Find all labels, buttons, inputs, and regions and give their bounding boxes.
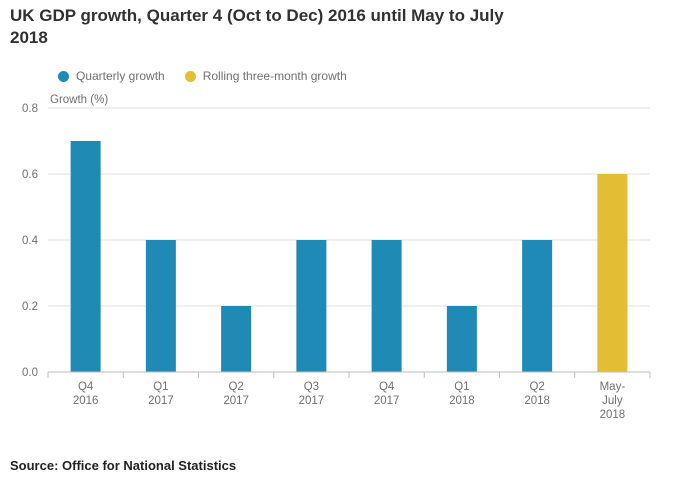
y-tick-label: 0.0 (22, 367, 38, 379)
x-tick-label: Q3 2017 (299, 381, 325, 407)
bar-quarterly (145, 240, 176, 372)
legend: Quarterly growth Rolling three-month gro… (58, 68, 367, 84)
bar-quarterly (446, 306, 477, 372)
legend-label-rolling: Rolling three-month growth (202, 69, 347, 83)
bar-quarterly (296, 240, 327, 372)
legend-swatch-quarterly (58, 70, 69, 82)
source-note: Source: Office for National Statistics (10, 458, 237, 473)
x-tick-label: Q2 2017 (223, 381, 249, 407)
x-tick-label: Q4 2017 (374, 381, 400, 407)
bar-quarterly (221, 306, 252, 372)
legend-item-rolling: Rolling three-month growth (184, 69, 347, 83)
y-axis-title: Growth (%) (50, 94, 108, 106)
x-tick-label: Q1 2017 (148, 381, 174, 407)
chart-title: UK GDP growth, Quarter 4 (Oct to Dec) 20… (10, 6, 504, 47)
x-tick-label: Q1 2018 (449, 381, 475, 407)
legend-swatch-rolling (184, 70, 196, 82)
x-tick-label: May-July 2018 (600, 381, 626, 421)
y-tick-label: 0.4 (22, 235, 39, 247)
legend-item-quarterly: Quarterly growth (58, 69, 165, 83)
bar-rolling (597, 174, 628, 372)
bar-quarterly (70, 141, 101, 372)
y-tick-label: 0.8 (22, 103, 38, 115)
y-tick-label: 0.2 (22, 301, 38, 313)
bar-quarterly (522, 240, 553, 372)
y-tick-label: 0.6 (22, 169, 38, 181)
x-tick-label: Q2 2018 (524, 381, 550, 407)
x-tick-label: Q4 2016 (73, 381, 99, 407)
legend-label-quarterly: Quarterly growth (76, 69, 165, 83)
bar-quarterly (371, 240, 402, 372)
